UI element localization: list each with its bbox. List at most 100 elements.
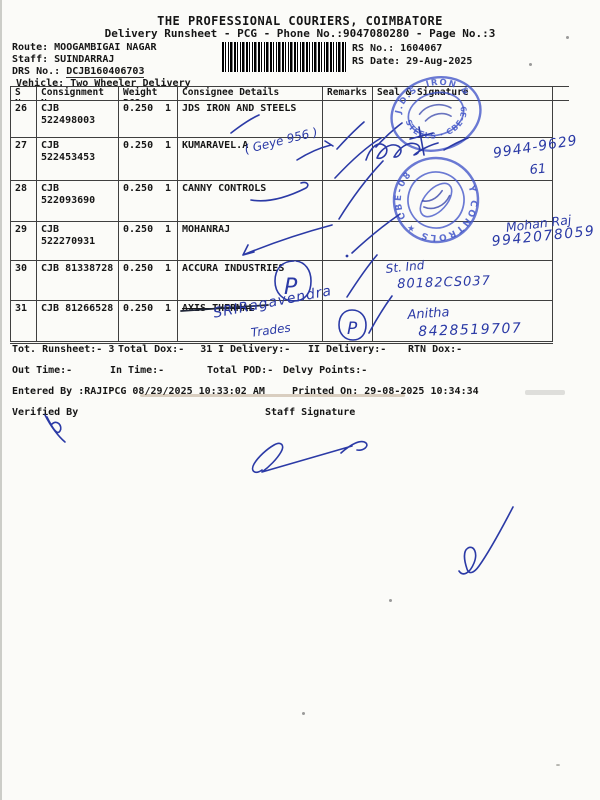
cell-seal bbox=[373, 101, 552, 137]
entered-by: Entered By :RAJIPCG 08/29/2025 10:33:02 … bbox=[12, 386, 265, 397]
cell-pcs: 1 bbox=[164, 303, 171, 314]
header-rule-extension bbox=[553, 86, 569, 87]
total-dox-label: Total Dox:- bbox=[118, 344, 185, 355]
total-pod: Total POD:- bbox=[207, 365, 274, 376]
cell-weight: 0.250 bbox=[123, 140, 154, 151]
staff-label: Staff: bbox=[12, 54, 49, 65]
drs-line: DRS No.: DCJB160406703 bbox=[12, 66, 145, 78]
cell-consignee: ACCURA INDUSTRIES bbox=[178, 261, 323, 300]
i-delivery: I Delivery:- bbox=[218, 344, 291, 355]
cell-remarks bbox=[323, 138, 373, 180]
col-header-consignment: Consignment No bbox=[37, 87, 119, 100]
scan-smudge bbox=[525, 390, 565, 395]
col-header-weight-pcs: Weight PCS bbox=[119, 87, 178, 100]
cell-consignment: CJB 522453453 bbox=[37, 138, 119, 180]
cell-pcs: 1 bbox=[164, 183, 171, 194]
scan-smudge bbox=[140, 394, 405, 397]
scan-speck bbox=[556, 764, 560, 766]
total-dox: Total Dox:- 31 bbox=[118, 344, 212, 355]
table-header-row: S No Consignment No Weight PCS Consignee… bbox=[11, 87, 552, 101]
handwritten-phone-suffix: 61 bbox=[529, 161, 547, 178]
scan-edge-artifact bbox=[0, 0, 2, 800]
cell-sno: 27 bbox=[11, 138, 37, 180]
vehicle-value: Two Wheeler Delivery bbox=[70, 78, 191, 89]
cell-sno: 31 bbox=[11, 301, 37, 341]
cell-remarks bbox=[323, 222, 373, 260]
cell-weight: 0.250 bbox=[123, 224, 154, 235]
rtn-dox: RTN Dox:- bbox=[408, 344, 463, 355]
cell-consignment: CJB 522270931 bbox=[37, 222, 119, 260]
cell-remarks bbox=[323, 181, 373, 221]
route-line: Route: MOOGAMBIGAI NAGAR bbox=[12, 42, 157, 53]
company-title: THE PROFESSIONAL COURIERS, COIMBATORE bbox=[157, 14, 443, 28]
staff-signature-label: Staff Signature bbox=[265, 407, 356, 418]
table-bottom-double-rule bbox=[10, 343, 553, 344]
header-rule-extension bbox=[553, 100, 569, 101]
in-time: In Time:- bbox=[110, 365, 165, 376]
cell-consignment: CJB 522093690 bbox=[37, 181, 119, 221]
printed-on: Printed On: 29-08-2025 10:34:34 bbox=[292, 386, 479, 397]
table-row: 26 CJB 522498003 0.250 1 JDS IRON AND ST… bbox=[11, 101, 552, 138]
rs-no: RS No.: 1604067 bbox=[352, 43, 443, 54]
cell-weight-pcs: 0.250 1 bbox=[119, 222, 178, 260]
cell-consignee: CANNY CONTROLS bbox=[178, 181, 323, 221]
verified-by-signature bbox=[44, 414, 66, 443]
staff-value: SUINDARRAJ bbox=[54, 54, 115, 65]
drs-label: DRS No.: bbox=[12, 66, 61, 77]
cell-weight-pcs: 0.250 1 bbox=[119, 301, 178, 341]
cell-weight-pcs: 0.250 1 bbox=[119, 138, 178, 180]
staff-signature-mark bbox=[251, 440, 368, 473]
route-label: Route: bbox=[12, 42, 49, 53]
cell-weight-pcs: 0.250 1 bbox=[119, 261, 178, 300]
verified-by-label: Verified By bbox=[12, 407, 79, 418]
cell-consignee: MOHANRAJ bbox=[178, 222, 323, 260]
cell-seal bbox=[373, 181, 552, 221]
scan-speck bbox=[566, 36, 569, 39]
cell-remarks bbox=[323, 301, 373, 341]
cell-sno: 26 bbox=[11, 101, 37, 137]
delvy-points: Delvy Points:- bbox=[283, 365, 368, 376]
vehicle-line: Vehicle: Two Wheeler Delivery bbox=[16, 78, 191, 89]
cell-pcs: 1 bbox=[164, 140, 171, 151]
drs-value: DCJB160406703 bbox=[66, 66, 145, 78]
total-dox-value: 31 bbox=[200, 344, 213, 355]
col-header-remarks: Remarks bbox=[323, 87, 373, 100]
cell-consignment: CJB 81338728 bbox=[37, 261, 119, 300]
route-value: MOOGAMBIGAI NAGAR bbox=[54, 42, 157, 53]
runsheet-subtitle: Delivery Runsheet - PCG - Phone No.:9047… bbox=[104, 27, 496, 40]
table-row: 29 CJB 522270931 0.250 1 MOHANRAJ bbox=[11, 222, 552, 261]
cell-pcs: 1 bbox=[164, 263, 171, 274]
cell-weight: 0.250 bbox=[123, 103, 154, 114]
cell-pcs: 1 bbox=[164, 103, 171, 114]
cell-weight: 0.250 bbox=[123, 263, 154, 274]
scan-speck bbox=[389, 599, 392, 602]
cell-remarks bbox=[323, 101, 373, 137]
cell-weight-pcs: 0.250 1 bbox=[119, 181, 178, 221]
cell-consignment: CJB 522498003 bbox=[37, 101, 119, 137]
cell-sno: 28 bbox=[11, 181, 37, 221]
tot-runsheet-label: Tot. Runsheet:- bbox=[12, 344, 103, 355]
cell-weight: 0.250 bbox=[123, 183, 154, 194]
cell-weight: 0.250 bbox=[123, 303, 154, 314]
rs-date: RS Date: 29-Aug-2025 bbox=[352, 56, 473, 67]
runsheet-barcode bbox=[222, 42, 348, 72]
col-header-sno: S No bbox=[11, 87, 37, 100]
pen-checkmark-signature bbox=[458, 506, 514, 575]
scan-speck bbox=[529, 63, 532, 66]
col-header-seal-signature: Seal & Signature bbox=[377, 87, 469, 98]
handwritten-name: Anitha bbox=[407, 305, 450, 323]
vehicle-label: Vehicle: bbox=[16, 78, 65, 89]
tot-runsheet-value: 3 bbox=[108, 344, 115, 355]
cell-sno: 30 bbox=[11, 261, 37, 300]
scan-speck bbox=[302, 712, 305, 715]
staff-line: Staff: SUINDARRAJ bbox=[12, 54, 114, 65]
cell-pcs: 1 bbox=[164, 224, 171, 235]
cell-consignment: CJB 81266528 bbox=[37, 301, 119, 341]
cell-consignee: JDS IRON AND STEELS bbox=[178, 101, 323, 137]
cell-sno: 29 bbox=[11, 222, 37, 260]
out-time: Out Time:- bbox=[12, 365, 73, 376]
col-header-consignee: Consignee Details bbox=[178, 87, 323, 100]
cell-weight-pcs: 0.250 1 bbox=[119, 101, 178, 137]
table-row: 28 CJB 522093690 0.250 1 CANNY CONTROLS bbox=[11, 181, 552, 222]
